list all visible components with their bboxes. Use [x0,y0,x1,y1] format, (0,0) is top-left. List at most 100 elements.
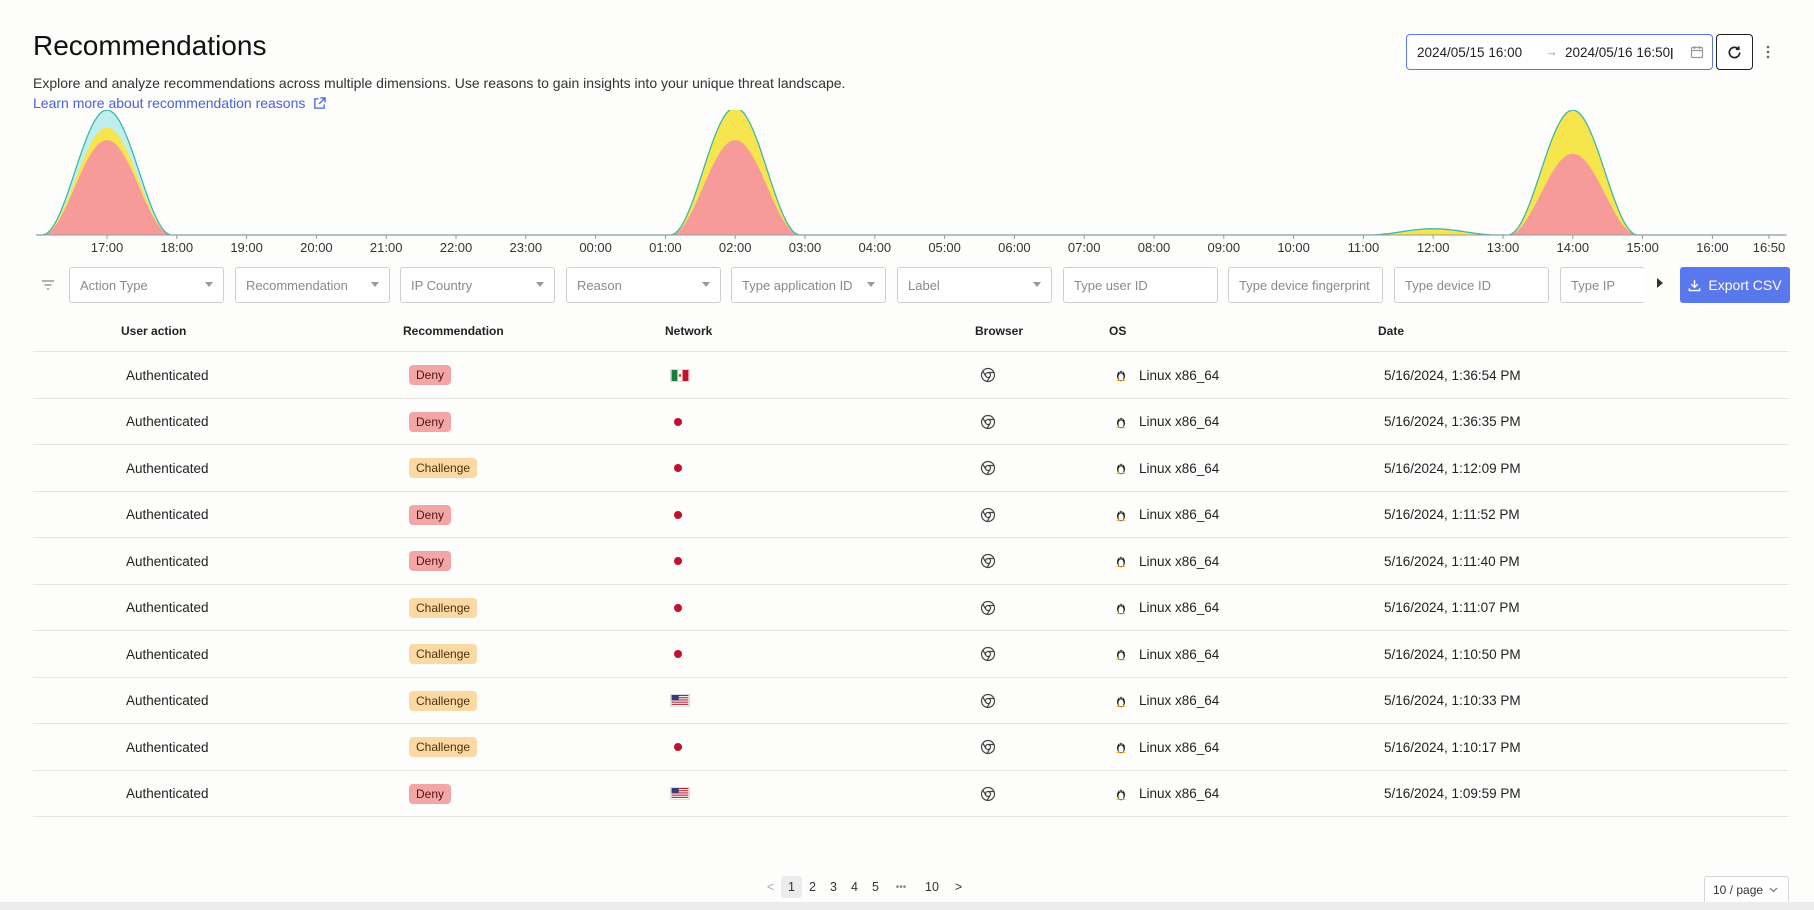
network-cell [670,724,682,770]
prev-page-button[interactable]: < [766,880,775,894]
chart-x-tick-label: 23:00 [510,240,543,255]
page-size-select[interactable]: 10 / page [1704,876,1789,904]
chart-outline [36,110,1785,236]
action-type-select-label: Action Type [80,277,148,293]
table-row[interactable]: Authenticated Challenge Linux x86_64 5/16/2… [33,445,1789,492]
table-row[interactable]: Authenticated Challenge Linux x86_64 5/16/2… [33,631,1789,678]
label-select[interactable]: Label [897,267,1052,303]
filter-icon[interactable] [40,277,56,293]
ip-country-select-label: IP Country [411,277,473,293]
date-range-end[interactable]: 2024/05/16 16:50 [1565,45,1671,60]
chart-x-tick-label: 11:00 [1348,240,1380,255]
os-text: Linux x86_64 [1139,367,1220,383]
export-csv-button[interactable]: Export CSV [1680,267,1790,303]
application-id-select-label: Type application ID [742,277,853,293]
os-cell: Linux x86_64 [1115,771,1219,817]
date-text: 5/16/2024, 1:12:09 PM [1384,460,1521,476]
linux-icon [1116,556,1126,568]
application-id-select[interactable]: Type application ID [731,267,886,303]
date-text: 5/16/2024, 1:11:52 PM [1384,507,1520,522]
chart-x-tick-label: 01:00 [649,240,682,255]
refresh-button[interactable] [1716,34,1753,70]
os-text: Linux x86_64 [1139,460,1220,476]
scroll-right-icon[interactable] [1657,278,1663,288]
os-cell: Linux x86_64 [1115,538,1219,584]
recommendation-badge: Deny [409,783,452,804]
chevron-down-icon [702,282,710,287]
table-row[interactable]: Authenticated Deny Linux x86_64 5/16/2024, … [33,771,1789,817]
action-type-select[interactable]: Action Type [69,267,224,303]
ip-input[interactable]: Type IP [1560,267,1645,303]
chevron-down-icon [1033,282,1041,287]
network-dot-icon [674,650,682,658]
recommendation-badge: Deny [409,551,452,571]
page-3-button[interactable]: 3 [830,880,837,894]
page-1-button[interactable]: 1 [781,876,802,898]
table-row[interactable]: Authenticated Deny Linux x86_64 5/16/2024, … [33,538,1789,585]
date-cell: 5/16/2024, 1:36:35 PM [1384,399,1521,445]
next-page-button[interactable]: > [954,880,963,894]
browser-cell [980,724,996,770]
date-cell: 5/16/2024, 1:11:52 PM [1384,492,1520,538]
network-cell [670,445,682,491]
date-range-start[interactable]: 2024/05/15 16:00 [1417,45,1523,60]
table-row[interactable]: Authenticated Deny Linux x86_64 5/16/2024, … [33,492,1789,538]
pagination: < 1 2 3 4 5 ••• 10 > [760,876,969,898]
page-ellipsis[interactable]: ••• [895,881,907,893]
user-action-text: Authenticated [126,600,209,615]
reason-select[interactable]: Reason [566,267,721,303]
recommendation-badge: Challenge [409,737,478,757]
table-row[interactable]: Authenticated Challenge Linux x86_64 5/16/2… [33,724,1789,771]
network-cell [670,352,690,398]
os-text: Linux x86_64 [1139,739,1220,755]
recommendation-select-label: Recommendation [246,277,348,293]
date-text: 5/16/2024, 1:10:50 PM [1384,646,1521,662]
table-row[interactable]: Authenticated Challenge Linux x86_64 5/16/2… [33,678,1789,724]
date-range-picker[interactable]: 2024/05/15 16:00 → 2024/05/16 16:50 I [1406,34,1713,70]
reason-select-label: Reason [577,277,622,293]
user-action-cell: Authenticated [126,631,209,677]
os-text: Linux x86_64 [1139,600,1220,615]
chrome-icon [980,553,996,569]
device-id-input[interactable]: Type device ID [1394,267,1549,303]
browser-cell [980,445,996,491]
browser-cell [980,771,996,817]
chevron-down-icon [205,282,213,287]
os-cell: Linux x86_64 [1115,631,1219,677]
column-date: Date [1378,324,1405,338]
chart-x-tick-label: 09:00 [1208,240,1241,255]
download-icon [1689,279,1701,291]
device-fingerprint-input[interactable]: Type device fingerprint [1228,267,1383,303]
recommendation-badge: Deny [409,365,452,385]
chrome-icon [980,786,996,801]
recommendation-cell: Deny [409,352,452,398]
table-row[interactable]: Authenticated Deny Linux x86_64 5/16/2024, … [33,399,1789,445]
ip-country-select[interactable]: IP Country [400,267,555,303]
os-text: Linux x86_64 [1139,646,1220,662]
date-cell: 5/16/2024, 1:09:59 PM [1384,771,1521,817]
user-id-input[interactable]: Type user ID [1063,267,1218,303]
chart-x-tick-label: 19:00 [230,240,263,255]
date-cell: 5/16/2024, 1:10:17 PM [1384,724,1521,770]
page-5-button[interactable]: 5 [872,880,879,894]
os-cell: Linux x86_64 [1115,352,1219,398]
table-row[interactable]: Authenticated Deny Linux x86_64 5/16/2024, … [33,352,1789,399]
user-action-text: Authenticated [126,786,209,801]
recommendation-cell: Deny [409,538,452,584]
page-10-button[interactable]: 10 [925,880,939,894]
user-action-cell: Authenticated [126,724,209,770]
chrome-icon [980,739,996,755]
linux-icon [1116,696,1126,707]
recommendation-cell: Challenge [409,631,478,677]
page-4-button[interactable]: 4 [851,880,858,894]
more-options-button[interactable] [1760,38,1776,66]
page-2-button[interactable]: 2 [809,880,816,894]
os-cell: Linux x86_64 [1115,445,1219,491]
learn-more-link[interactable]: Learn more about recommendation reasons [33,95,327,111]
os-text: Linux x86_64 [1139,553,1220,569]
page-title: Recommendations [33,30,267,61]
recommendation-select[interactable]: Recommendation [235,267,390,303]
calendar-icon[interactable] [1690,45,1704,59]
column-user-action: User action [121,324,187,338]
table-row[interactable]: Authenticated Challenge Linux x86_64 5/16/2… [33,585,1789,631]
